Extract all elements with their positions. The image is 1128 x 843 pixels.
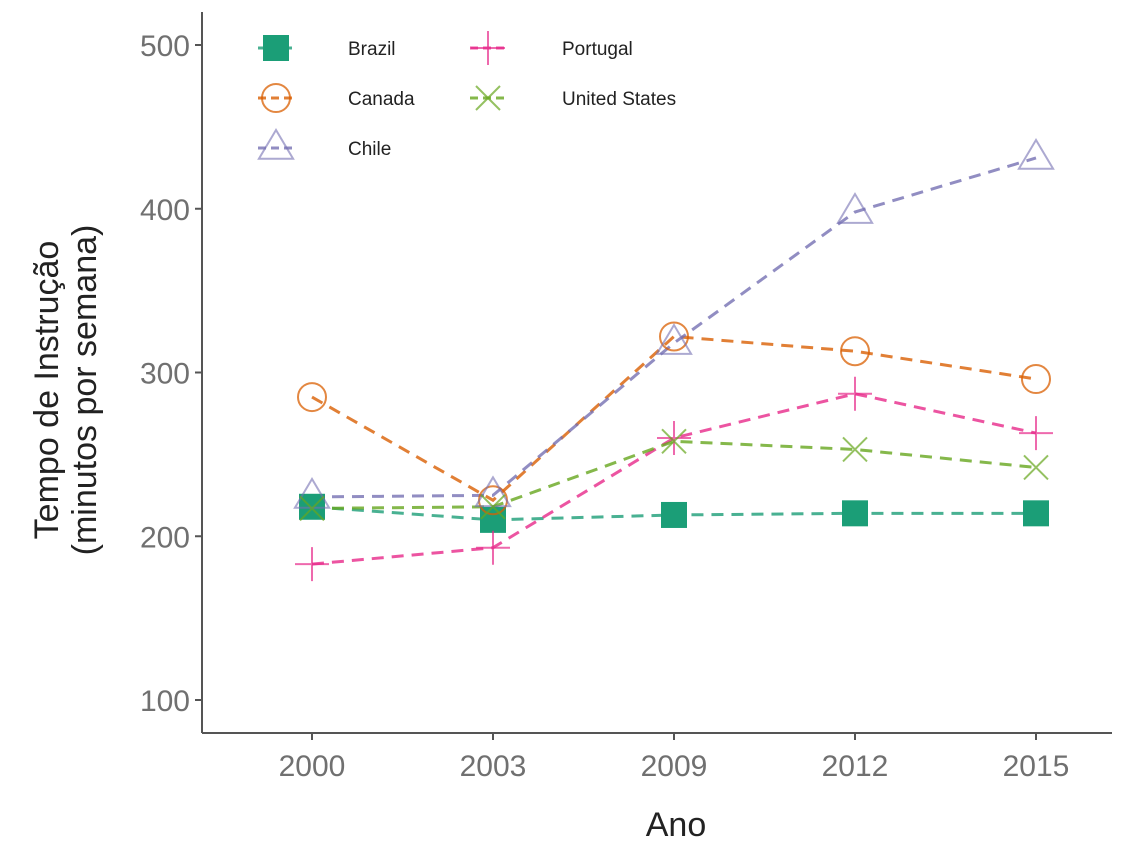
axes: 100 200 300 400 500 2000 2003 2009 2012 2015 <box>140 12 1112 783</box>
legend-key-marker-portugal <box>471 31 505 65</box>
legend-key-marker-brazil <box>263 35 289 61</box>
x-tick-label: 2009 <box>641 750 708 783</box>
legend-label-chile: Chile <box>348 139 391 160</box>
data-point-united-states <box>1023 454 1049 481</box>
y-axis-title: Tempo de Instrução (minutos por semana) <box>28 225 104 556</box>
data-point-chile <box>1017 138 1055 170</box>
legend-key-marker-united-states <box>475 85 501 111</box>
data-point-united-states <box>842 436 868 463</box>
y-axis-title-line-2: (minutos por semana) <box>66 225 104 556</box>
data-point-chile <box>836 192 874 224</box>
x-axis-ticks: 2000 2003 2009 2012 2015 <box>279 733 1070 783</box>
y-tick-label: 200 <box>140 521 190 554</box>
x-tick-label: 2012 <box>822 750 889 783</box>
series-line-united-states <box>311 439 1037 510</box>
data-point-canada <box>1021 364 1051 395</box>
y-axis-ticks: 100 200 300 400 500 <box>140 30 202 718</box>
data-point-portugal <box>476 530 510 565</box>
legend-label-canada: Canada <box>348 89 415 110</box>
data-point-brazil <box>661 501 687 528</box>
y-tick-label: 500 <box>140 30 190 63</box>
y-tick-label: 300 <box>140 358 190 391</box>
data-point-united-states <box>299 495 325 522</box>
data-point-brazil <box>1023 500 1049 527</box>
data-point-canada <box>840 336 870 367</box>
data-point-united-states <box>661 428 687 454</box>
x-tick-label: 2000 <box>279 750 346 783</box>
data-point-portugal <box>657 421 691 455</box>
x-tick-label: 2015 <box>1003 750 1070 783</box>
x-tick-label: 2003 <box>460 750 527 783</box>
y-tick-label: 100 <box>140 685 190 718</box>
legend-label-united-states: United States <box>562 89 676 110</box>
legend-key-marker-chile <box>257 128 295 160</box>
data-point-portugal <box>838 376 872 411</box>
legend-label-portugal: Portugal <box>562 39 633 60</box>
series-line-canada <box>311 334 1037 503</box>
data-point-canada <box>659 321 689 352</box>
y-axis-title-line-1: Tempo de Instrução <box>28 241 66 540</box>
legend: Brazil Canada Chile Portugal United States <box>257 31 676 160</box>
series-line-chile <box>311 156 1037 499</box>
data-point-chile <box>655 323 693 355</box>
series-line-portugal <box>311 392 1037 566</box>
data-point-united-states <box>480 494 506 520</box>
x-axis-title: Ano <box>646 806 707 843</box>
legend-key-marker-canada <box>261 83 291 113</box>
y-tick-label: 400 <box>140 194 190 227</box>
data-point-portugal <box>1019 416 1053 451</box>
series-markers <box>293 138 1055 582</box>
data-point-canada <box>297 382 327 413</box>
legend-label-brazil: Brazil <box>348 39 396 60</box>
data-point-brazil <box>842 500 868 527</box>
data-point-portugal <box>295 547 329 582</box>
